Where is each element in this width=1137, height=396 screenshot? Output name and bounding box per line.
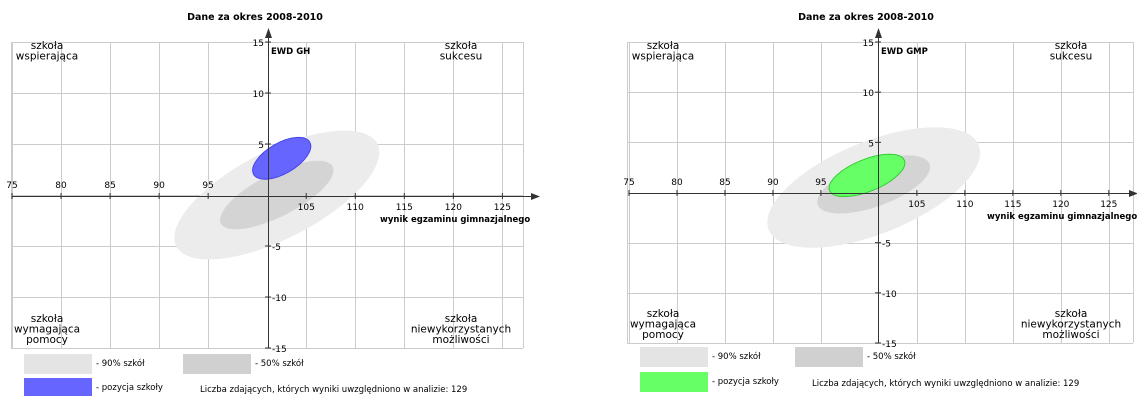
y-tick-label: -15 [272,345,287,355]
analysis-note: Liczba zdających, których wyniki uwzględ… [812,378,1079,389]
school-position-ellipse [828,153,906,198]
x-axis-label: wynik egzaminu gimnazjalnego [987,212,1137,222]
quadrant-label-bottom-left: pomocy [26,334,68,346]
x-tick-label: 120 [445,203,462,213]
legend-swatch [183,354,251,374]
x-tick-label: 105 [908,200,925,210]
y-tick-label: -10 [272,294,287,304]
quadrant-label-bottom-left: szkoła [647,308,680,320]
quadrant-label-bottom-left: wymagająca [630,319,696,331]
y-tick-label: 15 [253,39,264,49]
legend-label: - pozycja szkoły [712,377,779,387]
x-tick-label: 80 [671,178,683,188]
x-tick-label: 90 [153,181,165,191]
quadrant-label-bottom-right: możliwości [432,334,489,346]
x-tick-label: 115 [1004,200,1021,210]
quadrant-label-top-right: sukcesu [1050,51,1093,63]
y-tick-label: -5 [882,240,891,250]
legend-label: - 50% szkół [255,358,304,369]
legend-label: - 90% szkół [712,351,761,362]
x-tick-label: 75 [6,181,17,191]
axes [629,32,1133,343]
ewd-label: EWD GMP [881,47,928,57]
quadrant-label-bottom-right: możliwości [1042,329,1099,341]
x-tick-label: 90 [767,178,779,188]
x-tick-label: 85 [104,181,115,191]
quadrant-label-top-right: szkoła [445,40,478,52]
quadrant-label-top-left: wspierająca [632,51,694,63]
y-tick-label: 10 [863,89,875,99]
quadrant-label-bottom-right: szkoła [1055,308,1088,320]
x-tick-label: 125 [494,203,511,213]
legend-swatch [24,354,92,374]
ewd-label: EWD GH [271,47,310,57]
x-tick-label: 75 [623,178,634,188]
x-tick-label: 125 [1100,200,1117,210]
x-tick-label: 80 [55,181,67,191]
chart-title: Dane za okres 2008-2010 [187,12,323,23]
quadrant-label-bottom-left: pomocy [642,329,684,341]
y-axis-arrow [265,28,272,38]
legend-swatch [795,347,863,367]
x-tick-label: 105 [298,203,315,213]
y-tick-label: 5 [258,141,264,151]
x-tick-label: 85 [719,178,730,188]
quadrant-label-bottom-left: wymagająca [14,324,80,336]
quadrant-label-bottom-right: szkoła [445,313,478,325]
legend-swatch [640,372,708,392]
region-50-ellipse [220,160,334,230]
y-tick-label: 5 [868,139,874,149]
school-position-ellipse [252,136,312,180]
axes [12,32,535,348]
legend-label: - 50% szkół [867,351,916,362]
x-axis-arrow [531,193,540,200]
chart-title: Dane za okres 2008-2010 [798,12,934,23]
x-tick-label: 95 [815,178,826,188]
x-tick-label: 115 [396,203,413,213]
quadrant-label-bottom-left: szkoła [31,313,64,325]
quadrant-label-top-left: wspierająca [16,51,78,63]
quadrant-label-bottom-right: niewykorzystanych [411,324,511,336]
y-tick-label: 15 [863,39,874,49]
y-tick-label: -10 [882,290,897,300]
x-axis-arrow [1129,190,1137,197]
x-tick-label: 110 [956,200,973,210]
legend: - 90% szkół - 50% szkół - pozycja szkoły Li… [24,354,467,396]
legend-label: - pozycja szkoły [96,383,163,393]
legend-swatch [24,378,92,396]
quadrant-label-bottom-right: niewykorzystanych [1021,319,1121,331]
quadrant-label-top-right: sukcesu [440,51,483,63]
x-axis-label: wynik egzaminu gimnazjalnego [380,215,530,225]
quadrant-label-top-left: szkoła [647,40,680,52]
quadrant-label-top-right: szkoła [1055,40,1088,52]
analysis-note: Liczba zdających, których wyniki uwzględ… [200,384,467,395]
quadrant-label-top-left: szkoła [31,40,64,52]
x-tick-label: 95 [202,181,213,191]
y-tick-label: -15 [882,340,897,350]
y-tick-label: -5 [272,243,281,253]
x-tick-label: 120 [1052,200,1069,210]
y-tick-label: 10 [253,90,265,100]
x-tick-label: 110 [347,203,364,213]
legend: - 90% szkół - 50% szkół - pozycja szkoły Li… [640,347,1079,392]
y-axis-arrow [875,28,882,38]
legend-swatch [640,347,708,367]
legend-label: - 90% szkół [96,358,145,369]
